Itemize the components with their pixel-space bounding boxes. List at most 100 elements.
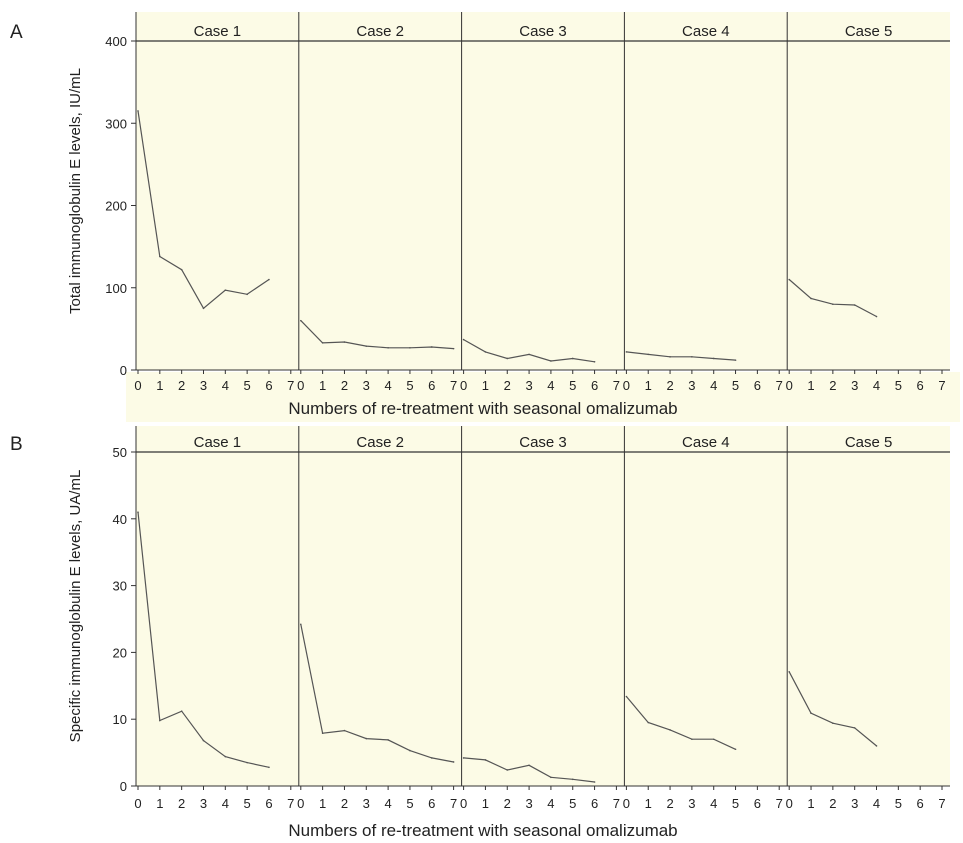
x-tick-label: 1 xyxy=(482,378,489,393)
x-tick-label: 2 xyxy=(341,378,348,393)
data-point xyxy=(343,729,346,732)
data-point xyxy=(409,749,411,752)
x-tick-label: 0 xyxy=(134,378,141,393)
data-point xyxy=(268,766,270,769)
x-tick-label: 3 xyxy=(525,378,532,393)
data-point xyxy=(506,769,509,771)
x-tick-label: 7 xyxy=(613,378,620,393)
data-point xyxy=(159,719,161,722)
data-point xyxy=(202,739,205,742)
x-tick-label: 4 xyxy=(222,378,229,393)
x-tick-label: 1 xyxy=(807,796,814,811)
x-tick-label: 2 xyxy=(504,378,511,393)
data-point xyxy=(484,351,487,353)
x-tick-label: 3 xyxy=(688,796,695,811)
facet-title: Case 1 xyxy=(194,434,242,451)
data-point xyxy=(875,315,878,318)
series-line xyxy=(626,351,736,361)
x-tick-label: 4 xyxy=(873,796,880,811)
data-point xyxy=(180,710,183,712)
data-point xyxy=(387,346,389,349)
x-tick-label: 6 xyxy=(917,796,924,811)
y-tick-label: 300 xyxy=(105,116,127,131)
facet-title: Case 5 xyxy=(845,23,893,40)
facet-title: Case 3 xyxy=(519,23,567,40)
data-point xyxy=(853,304,856,306)
x-tick-label: 0 xyxy=(297,796,304,811)
x-tick-label: 2 xyxy=(829,796,836,811)
x-tick-label: 5 xyxy=(406,378,413,393)
x-tick-label: 7 xyxy=(613,796,620,811)
data-point xyxy=(832,303,834,306)
x-tick-label: 7 xyxy=(938,796,945,811)
x-tick-label: 5 xyxy=(732,796,739,811)
data-point xyxy=(224,289,227,292)
x-tick-label: 2 xyxy=(666,796,673,811)
data-point xyxy=(528,764,530,767)
x-tick-label: 7 xyxy=(938,378,945,393)
x-tick-label: 6 xyxy=(754,796,761,811)
data-point xyxy=(462,338,465,341)
data-point xyxy=(810,712,812,714)
y-tick-label: 50 xyxy=(113,445,127,460)
plot-area xyxy=(136,12,950,370)
facet-title: Case 2 xyxy=(356,434,404,451)
facet-title: Case 1 xyxy=(194,23,242,40)
data-point xyxy=(430,757,433,759)
data-point xyxy=(159,255,161,258)
data-point xyxy=(625,695,628,698)
data-point xyxy=(528,353,530,356)
x-tick-label: 7 xyxy=(287,796,294,811)
data-point xyxy=(691,356,693,358)
y-tick-label: 0 xyxy=(120,363,127,378)
data-point xyxy=(506,357,509,360)
data-point xyxy=(409,346,411,349)
x-tick-label: 3 xyxy=(851,378,858,393)
data-point xyxy=(268,278,270,281)
x-tick-label: 7 xyxy=(287,378,294,393)
x-tick-label: 7 xyxy=(450,796,457,811)
x-tick-label: 6 xyxy=(265,796,272,811)
x-tick-label: 4 xyxy=(222,796,229,811)
data-point xyxy=(571,357,574,360)
data-point xyxy=(300,319,302,322)
x-tick-label: 1 xyxy=(319,378,326,393)
x-tick-label: 6 xyxy=(591,796,598,811)
data-point xyxy=(343,341,346,343)
x-tick-label: 3 xyxy=(363,378,370,393)
data-point xyxy=(246,761,248,764)
data-point xyxy=(647,721,650,724)
x-axis-label: Numbers of re-treatment with seasonal om… xyxy=(288,821,677,840)
y-tick-label: 400 xyxy=(105,34,127,49)
x-tick-label: 1 xyxy=(482,796,489,811)
x-tick-label: 1 xyxy=(645,796,652,811)
x-tick-label: 2 xyxy=(341,796,348,811)
x-tick-label: 6 xyxy=(917,378,924,393)
x-tick-label: 7 xyxy=(776,378,783,393)
data-point xyxy=(365,345,368,347)
data-point xyxy=(647,353,650,356)
x-tick-label: 7 xyxy=(450,378,457,393)
x-tick-label: 1 xyxy=(807,378,814,393)
series-line xyxy=(300,320,454,350)
x-tick-label: 0 xyxy=(460,378,467,393)
x-tick-label: 0 xyxy=(786,796,793,811)
x-tick-label: 5 xyxy=(406,796,413,811)
data-point xyxy=(832,722,834,725)
y-tick-label: 20 xyxy=(113,645,127,660)
facet-title: Case 2 xyxy=(356,23,404,40)
y-tick-label: 30 xyxy=(113,579,127,594)
x-tick-label: 1 xyxy=(156,378,163,393)
x-tick-label: 2 xyxy=(178,378,185,393)
x-tick-label: 6 xyxy=(754,378,761,393)
data-point xyxy=(734,359,737,361)
data-point xyxy=(180,268,183,271)
x-tick-label: 5 xyxy=(569,378,576,393)
y-axis-label: Specific immunoglobulin E levels, UA/mL xyxy=(67,470,84,743)
data-point xyxy=(452,347,455,350)
data-point xyxy=(224,755,227,758)
facet-title: Case 4 xyxy=(682,23,730,40)
y-tick-label: 0 xyxy=(120,779,127,794)
data-point xyxy=(202,307,205,310)
x-tick-label: 2 xyxy=(666,378,673,393)
